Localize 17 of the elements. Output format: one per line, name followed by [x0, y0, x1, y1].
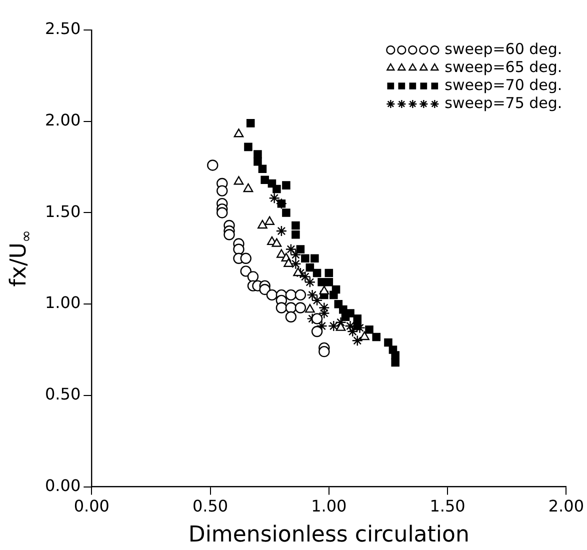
- y-tick-label: 1.00: [45, 293, 81, 312]
- y-tick-label: 2.50: [45, 19, 81, 38]
- y-tick-label: 1.50: [45, 202, 81, 221]
- legend-label: sweep=65 deg.: [444, 58, 562, 76]
- legend-label: sweep=60 deg.: [444, 40, 562, 58]
- y-axis-title: fx/U∞: [6, 230, 35, 287]
- y-tick-label: 2.00: [45, 110, 81, 130]
- x-axis-title: Dimensionless circulation: [188, 522, 470, 548]
- y-tick-label: 0.50: [45, 384, 81, 404]
- legend-label: sweep=75 deg.: [444, 94, 562, 112]
- x-tick-label: 2.00: [548, 496, 584, 516]
- x-tick-label: 0.00: [74, 496, 110, 516]
- y-tick-label: 0.00: [45, 476, 81, 495]
- x-tick-label: 0.50: [192, 496, 228, 516]
- x-tick-label: 1.50: [430, 496, 466, 516]
- legend-label: sweep=70 deg.: [444, 76, 562, 94]
- x-tick-label: 1.00: [311, 496, 347, 516]
